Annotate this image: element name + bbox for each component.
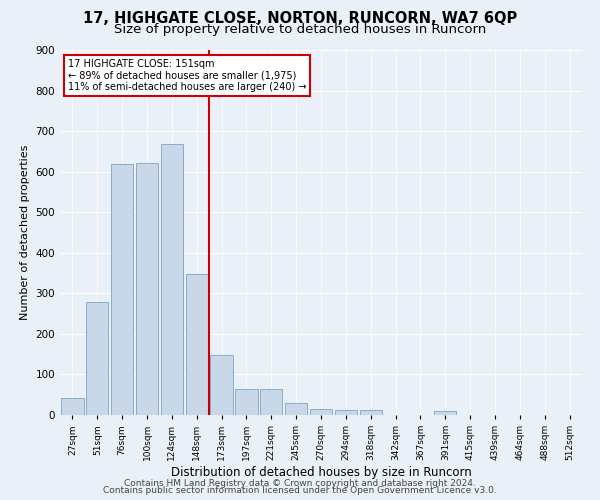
Text: Contains public sector information licensed under the Open Government Licence v3: Contains public sector information licen… xyxy=(103,486,497,495)
Y-axis label: Number of detached properties: Number of detached properties xyxy=(20,145,30,320)
Text: 17 HIGHGATE CLOSE: 151sqm
← 89% of detached houses are smaller (1,975)
11% of se: 17 HIGHGATE CLOSE: 151sqm ← 89% of detac… xyxy=(68,59,307,92)
Text: Contains HM Land Registry data © Crown copyright and database right 2024.: Contains HM Land Registry data © Crown c… xyxy=(124,478,476,488)
Bar xyxy=(434,411,457,415)
Bar xyxy=(211,355,233,415)
Text: 17, HIGHGATE CLOSE, NORTON, RUNCORN, WA7 6QP: 17, HIGHGATE CLOSE, NORTON, RUNCORN, WA7… xyxy=(83,11,517,26)
Bar xyxy=(335,410,357,415)
Text: Size of property relative to detached houses in Runcorn: Size of property relative to detached ho… xyxy=(114,22,486,36)
Bar xyxy=(161,144,183,415)
Bar xyxy=(61,398,83,415)
Bar xyxy=(285,403,307,415)
Bar xyxy=(235,388,257,415)
Bar xyxy=(111,164,133,415)
Bar xyxy=(136,162,158,415)
Bar xyxy=(310,408,332,415)
X-axis label: Distribution of detached houses by size in Runcorn: Distribution of detached houses by size … xyxy=(170,466,472,479)
Bar xyxy=(185,274,208,415)
Bar xyxy=(86,302,109,415)
Bar xyxy=(359,410,382,415)
Bar xyxy=(260,388,283,415)
